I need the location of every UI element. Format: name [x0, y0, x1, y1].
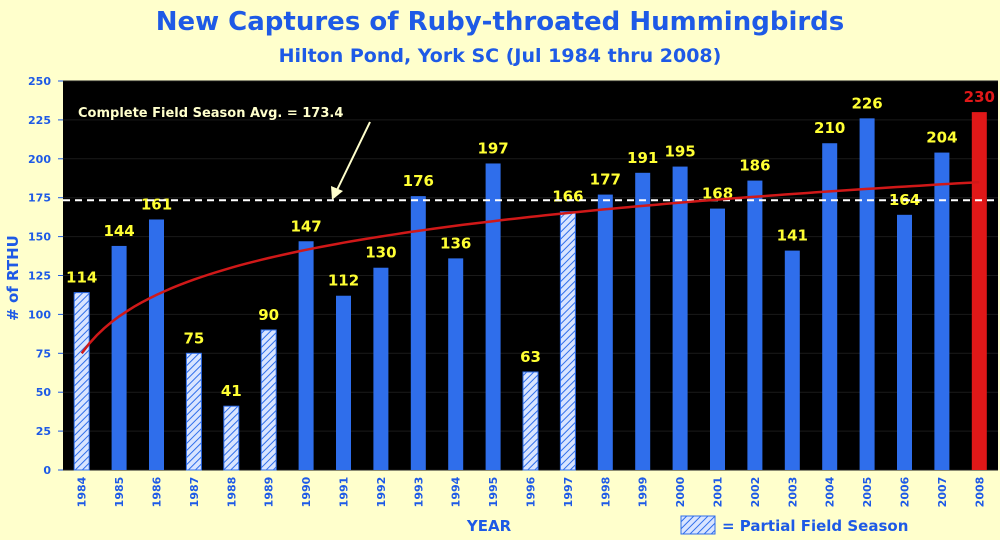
annotation-arrow-shaft [336, 121, 371, 191]
y-tick-label: 0 [43, 464, 51, 477]
y-tick-label: 175 [28, 192, 51, 205]
data-label-2005: 226 [851, 94, 882, 112]
data-label-1988: 41 [221, 382, 242, 400]
x-tick-label: 1991 [338, 477, 351, 508]
data-label-1989: 90 [258, 306, 279, 324]
x-tick-label: 2003 [786, 477, 799, 508]
data-label-1999: 191 [627, 149, 658, 167]
y-tick-label: 250 [28, 75, 51, 88]
trend-line [80, 180, 980, 355]
bar-2003 [784, 250, 800, 470]
x-tick-label: 2001 [712, 477, 725, 508]
bar-2000 [672, 166, 688, 470]
y-tick-label: 200 [28, 153, 51, 166]
x-tick-label: 1990 [300, 476, 313, 507]
bar-1989 [260, 329, 277, 471]
x-tick-label: 2005 [861, 477, 874, 508]
x-tick-label: 1999 [637, 477, 650, 508]
bar-1991 [336, 295, 351, 470]
data-label-1994: 136 [440, 234, 471, 252]
data-label-1985: 144 [103, 222, 134, 240]
data-label-2003: 141 [777, 227, 808, 245]
bar-1994 [448, 258, 464, 470]
bar-1997 [559, 211, 576, 471]
x-tick-label: 1996 [525, 476, 538, 507]
x-tick-label: 2007 [936, 477, 949, 508]
data-label-1998: 177 [590, 171, 621, 189]
y-axis: 0 25 50 75 100 125 150 175 200 225 250 [28, 75, 63, 477]
y-tick-label: 150 [28, 231, 51, 244]
x-tick-label: 1995 [487, 477, 500, 508]
bar-1995 [485, 163, 501, 470]
y-tick-label: 100 [28, 308, 51, 321]
bar-2002 [747, 180, 763, 471]
data-label-1992: 130 [365, 244, 396, 262]
bar-2004 [822, 143, 838, 471]
bar-2007 [934, 152, 950, 471]
bar-1996 [522, 371, 539, 471]
chart-subtitle: Hilton Pond, York SC (Jul 1984 thru 2008… [279, 45, 722, 67]
data-label-1991: 112 [328, 272, 359, 290]
data-label-1986: 161 [141, 195, 172, 213]
bar-1993 [410, 196, 426, 471]
data-label-1997: 166 [552, 188, 583, 206]
annotation-arrow-head [331, 186, 343, 200]
bars [73, 112, 987, 471]
x-axis-label: YEAR [466, 517, 512, 535]
data-label-2004: 210 [814, 119, 845, 137]
y-tick-label: 25 [36, 425, 51, 438]
x-axis: 1984 1985 1986 1987 1988 1989 1990 1991 1992 1993… [76, 476, 987, 507]
x-tick-label: 1993 [412, 477, 425, 508]
x-tick-label: 1984 [76, 476, 89, 507]
data-label-1990: 147 [290, 217, 321, 235]
y-tick-label: 50 [36, 386, 52, 399]
data-label-1993: 176 [403, 172, 434, 190]
y-axis-label: # of RTHU [4, 235, 22, 321]
data-label-1996: 63 [520, 348, 541, 366]
x-tick-label: 2008 [973, 477, 986, 508]
bar-1987 [185, 352, 202, 471]
chart-title: New Captures of Ruby-throated Hummingbir… [156, 7, 845, 37]
x-tick-label: 2006 [899, 476, 912, 507]
data-label-2002: 186 [739, 157, 770, 175]
data-label-1984: 114 [66, 269, 97, 287]
y-tick-label: 225 [28, 114, 51, 127]
x-tick-label: 2004 [824, 476, 837, 507]
bar-1998 [597, 194, 613, 470]
y-tick-label: 125 [28, 270, 51, 283]
x-tick-label: 1988 [225, 477, 238, 508]
x-tick-label: 1994 [450, 476, 463, 507]
bar-1992 [373, 267, 389, 470]
bar-2008 [971, 112, 987, 471]
data-label-2008: 230 [964, 88, 995, 106]
average-annotation: Complete Field Season Avg. = 173.4 [78, 106, 343, 121]
x-tick-label: 1985 [113, 477, 126, 508]
bar-1986 [149, 219, 164, 470]
x-tick-label: 1987 [188, 477, 201, 508]
x-tick-label: 1997 [562, 477, 575, 508]
bar-1990 [298, 241, 314, 470]
bar-2006 [897, 214, 912, 470]
bar-1999 [635, 172, 651, 470]
x-tick-label: 2002 [749, 477, 762, 508]
data-label-2000: 195 [664, 143, 695, 161]
x-tick-label: 1986 [151, 476, 164, 507]
x-tick-label: 2000 [674, 476, 687, 507]
bar-1988 [223, 405, 240, 471]
bar-2005 [859, 118, 875, 471]
legend-swatch [680, 515, 716, 535]
x-tick-label: 1998 [599, 477, 612, 508]
bar-1984 [73, 292, 90, 471]
x-tick-label: 1989 [263, 477, 276, 508]
x-tick-label: 1992 [375, 477, 388, 508]
data-label-2007: 204 [926, 129, 957, 147]
data-label-1995: 197 [477, 139, 508, 157]
legend-label: = Partial Field Season [722, 517, 908, 535]
bar-1985 [111, 245, 127, 470]
bar-2001 [710, 208, 725, 471]
data-label-1987: 75 [183, 329, 204, 347]
y-tick-label: 75 [36, 347, 51, 360]
